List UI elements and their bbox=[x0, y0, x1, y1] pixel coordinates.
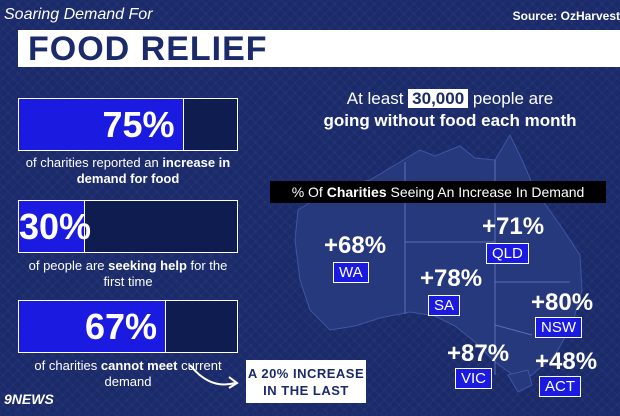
state-name-sa: SA bbox=[428, 295, 461, 316]
headline-number: 30,000 bbox=[408, 89, 469, 108]
state-pct-vic: +87% bbox=[447, 340, 510, 367]
headline-line-1: At least 30,000 people are bbox=[346, 89, 554, 108]
state-pct-qld: +71% bbox=[482, 213, 545, 240]
increase-callout: A 20% INCREASE IN THE LAST YEAR bbox=[246, 360, 366, 415]
stat-desc-bold: seeking help bbox=[108, 258, 187, 273]
stat-value-3: 67% bbox=[84, 306, 158, 347]
state-name-qld: QLD bbox=[486, 243, 529, 264]
state-pct-wa: +68% bbox=[324, 232, 387, 259]
stat-desc-2: of people are seeking help for the first… bbox=[28, 258, 228, 289]
stat-value-1: 75% bbox=[102, 104, 175, 145]
map-title: % Of Charities Seeing An Increase In Dem… bbox=[270, 181, 606, 203]
headline-line-2: going without food each month bbox=[323, 111, 577, 130]
source-label: Source: OzHarvest bbox=[512, 9, 620, 23]
state-pct-act: +48% bbox=[535, 348, 598, 375]
state-name-wa: WA bbox=[333, 262, 369, 283]
stat-fill-2 bbox=[19, 201, 86, 252]
callout-line-2: IN THE LAST YEAR bbox=[263, 383, 349, 415]
stat-bar-3: 67% bbox=[18, 300, 238, 353]
state-name-nsw: NSW bbox=[535, 317, 582, 338]
stat-desc-bold: cannot meet bbox=[100, 358, 178, 373]
subtitle: Soaring Demand For bbox=[4, 6, 153, 23]
tasmania bbox=[507, 369, 533, 393]
headline: At least 30,000 people are going without… bbox=[290, 88, 610, 132]
callout-line-1: A 20% INCREASE bbox=[247, 366, 365, 381]
stat-bar-1: 75% bbox=[18, 98, 238, 151]
state-name-act: ACT bbox=[539, 376, 581, 397]
stat-desc-3: of charities cannot meet current demand bbox=[34, 358, 222, 389]
stat-fill-1 bbox=[19, 99, 184, 150]
state-name-vic: VIC bbox=[455, 368, 493, 389]
stat-desc-1: of charities reported an increase in dem… bbox=[25, 155, 231, 186]
state-pct-sa: +78% bbox=[420, 265, 483, 292]
stat-value-2: 30% bbox=[19, 206, 92, 247]
map-title-bold: Charities bbox=[326, 184, 387, 200]
state-pct-nsw: +80% bbox=[531, 289, 594, 316]
stat-bar-2: 30% bbox=[18, 200, 238, 253]
9news-logo: 9NEWS bbox=[4, 391, 54, 407]
callout-arrow bbox=[189, 364, 239, 389]
stat-fill-3 bbox=[19, 301, 167, 352]
stat-desc-bold: increase in demand for food bbox=[76, 155, 231, 186]
page-title: FOOD RELIEF bbox=[18, 30, 620, 68]
